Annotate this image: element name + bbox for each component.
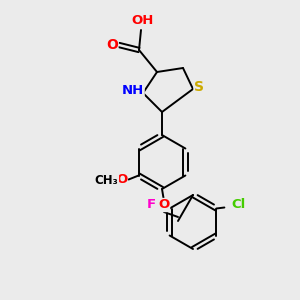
Text: O: O	[116, 173, 127, 186]
Text: O: O	[158, 199, 169, 212]
Text: CH₃: CH₃	[95, 174, 118, 187]
Text: Cl: Cl	[231, 198, 245, 211]
Text: F: F	[147, 198, 156, 211]
Text: S: S	[194, 80, 204, 94]
Text: O: O	[106, 38, 118, 52]
Text: NH: NH	[122, 85, 144, 98]
Text: OH: OH	[132, 14, 154, 28]
